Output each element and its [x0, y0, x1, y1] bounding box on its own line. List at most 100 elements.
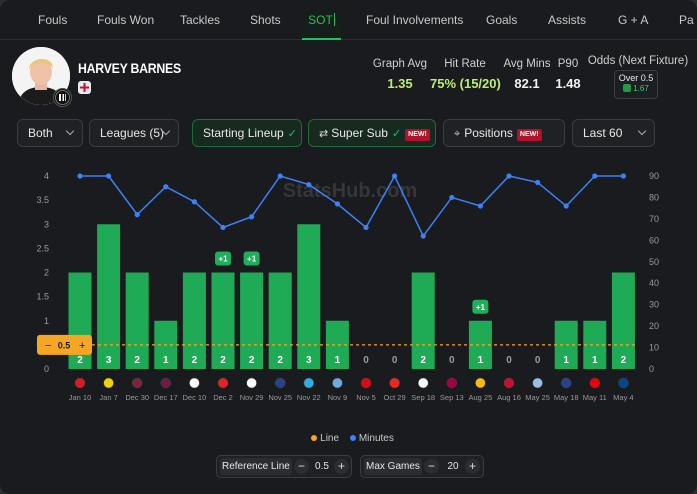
max-games-label: Max Games [364, 458, 422, 475]
stat-avg-mins: Avg Mins 82.1 [502, 58, 552, 91]
plus-one-badge-label: +1 [218, 255, 228, 264]
x-tick-label: Nov 29 [240, 393, 264, 402]
aston-villa-crest-icon [532, 377, 543, 389]
location-pin-icon: ⌖ [454, 128, 461, 140]
brentford-crest-icon [360, 377, 372, 389]
stat-p90: P90 1.48 [555, 58, 581, 91]
minutes-point [592, 173, 598, 179]
burnley-crest-icon [131, 377, 143, 389]
y-left-tick-label: 0 [44, 364, 49, 374]
tab-goals-assists[interactable]: G + A [618, 13, 649, 27]
tab-tackles[interactable]: Tackles [180, 13, 221, 27]
tab-sot-label: SOT [308, 13, 333, 27]
x-tick-label: Nov 25 [268, 393, 292, 402]
starting-lineup-label: Starting Lineup [203, 126, 284, 140]
x-tick-label: May 4 [613, 393, 633, 402]
reference-line-control: Reference Line − 0.5 + [216, 455, 352, 478]
minutes-point [392, 173, 398, 179]
max-games-decrement[interactable]: − [424, 459, 439, 474]
odds-label: Odds (Next Fixture) [587, 55, 689, 67]
starting-lineup-toggle[interactable]: Starting Lineup ✓ [192, 119, 302, 147]
x-tick-label: Oct 29 [384, 393, 406, 402]
bar-value-label: 3 [106, 355, 112, 366]
odds-line: Over 0.5 [618, 73, 654, 83]
newcastle-badge-icon [53, 88, 72, 107]
chelsea-crest-icon [618, 377, 629, 389]
positions-label: Positions [464, 126, 513, 140]
y-left-tick-label: 3 [44, 219, 49, 229]
bar-value-label: 1 [592, 355, 598, 366]
x-tick-label: May 11 [583, 393, 607, 402]
y-right-tick-label: 0 [649, 364, 654, 374]
hit-rate-value: 75% (15/20) [430, 76, 501, 91]
tab-foul-involvements[interactable]: Foul Involvements [366, 13, 464, 27]
tab-fouls-won[interactable]: Fouls Won [97, 13, 155, 27]
x-tick-label: Dec 2 [213, 393, 233, 402]
plus-one-badge-label: +1 [476, 303, 486, 312]
bar-value-label: 3 [306, 355, 312, 366]
bar-value-label: 2 [420, 355, 426, 366]
check-icon: ✓ [287, 128, 297, 140]
y-left-tick-label: 3.5 [36, 195, 49, 205]
minutes-point [134, 212, 140, 218]
tab-shots[interactable]: Shots [250, 13, 281, 27]
positions-dropdown[interactable]: ⌖ Positions NEW! [443, 119, 565, 147]
marseille-crest-icon [303, 377, 315, 389]
tab-passes[interactable]: Pa [679, 13, 694, 27]
tottenham-crest-icon [246, 377, 257, 389]
y-left-tick-label: 4 [44, 171, 49, 181]
liverpool-crest-icon [503, 377, 515, 389]
max-games-increment[interactable]: + [465, 459, 480, 474]
super-sub-toggle[interactable]: ⇄ Super Sub ✓ NEW! [308, 119, 436, 147]
reference-line-value: 0.5 [315, 461, 329, 472]
x-tick-label: Dec 10 [183, 393, 207, 402]
y-right-tick-label: 60 [649, 235, 659, 245]
reference-line-increment[interactable]: + [334, 459, 349, 474]
everton-crest-icon [274, 377, 286, 389]
tab-fouls[interactable]: Fouls [38, 13, 68, 27]
odds-button[interactable]: Over 0.5 1.67 [614, 70, 658, 99]
bar-value-label: 2 [249, 355, 255, 366]
y-left-tick-label: 1.5 [36, 292, 49, 302]
minutes-point [363, 224, 369, 231]
reference-line-decrement[interactable]: − [294, 459, 309, 474]
x-tick-label: Aug 25 [469, 393, 493, 402]
p90-value: 1.48 [555, 76, 581, 91]
leagues-dropdown[interactable]: Leagues (5) [89, 119, 179, 147]
max-games-value: 20 [447, 461, 459, 472]
minutes-point [420, 233, 426, 239]
graph-avg-label: Graph Avg [372, 58, 428, 70]
both-dropdown-label: Both [28, 126, 53, 140]
tab-goals[interactable]: Goals [486, 13, 518, 27]
tab-assists[interactable]: Assists [548, 13, 587, 27]
minutes-point [334, 201, 340, 207]
p90-label: P90 [557, 58, 579, 70]
minutes-point [77, 173, 83, 179]
bar-value-label: 0 [392, 355, 398, 366]
last-games-dropdown[interactable]: Last 60 [572, 119, 655, 147]
check-icon: ✓ [391, 128, 402, 140]
minutes-point [191, 199, 197, 205]
both-dropdown[interactable]: Both [17, 119, 83, 147]
reference-line-handle [37, 334, 92, 355]
hit-rate-label: Hit Rate [444, 58, 486, 70]
minutes-legend-dot [349, 435, 356, 441]
y-left-tick-label: 2.5 [36, 243, 49, 253]
minutes-point [620, 173, 627, 179]
bookmaker-logo-icon [623, 84, 632, 92]
odds-price: 1.67 [615, 84, 657, 93]
bar-value-label: 0 [449, 355, 455, 366]
max-games-control: Max Games − 20 + [360, 455, 484, 478]
tab-sot[interactable]: SOT [302, 0, 341, 40]
bar-value-label: 0 [535, 355, 541, 366]
arsenal-crest-icon [589, 377, 601, 389]
y-right-tick-label: 40 [649, 278, 659, 288]
x-tick-label: Nov 9 [328, 393, 348, 402]
bar-value-label: 1 [335, 355, 341, 366]
line-legend-dot [311, 435, 318, 441]
x-tick-label: Nov 5 [356, 393, 376, 402]
minutes-point [277, 173, 283, 179]
minutes-point [249, 214, 255, 220]
minutes-line [80, 174, 624, 238]
